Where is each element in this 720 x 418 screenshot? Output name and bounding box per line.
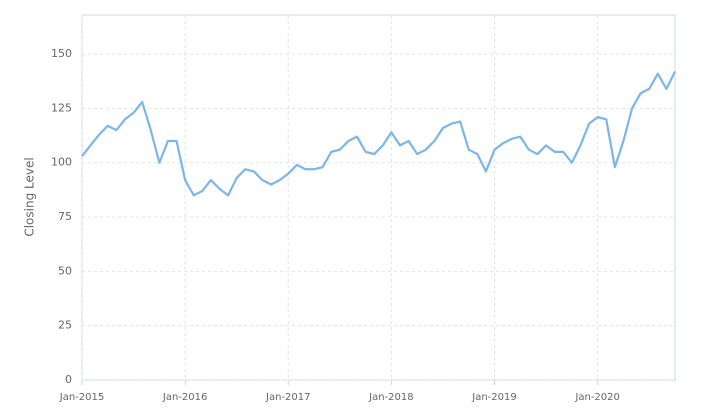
- x-tick-label: Jan-2018: [368, 392, 413, 403]
- y-tick-label: 150: [51, 47, 72, 60]
- y-tick-label: 25: [58, 319, 72, 332]
- x-tick-label: Jan-2019: [471, 392, 516, 403]
- y-tick-label: 100: [51, 156, 72, 169]
- y-tick-label: 125: [51, 101, 72, 114]
- x-tick-label: Jan-2016: [162, 392, 207, 403]
- line-series: [81, 71, 676, 197]
- y-tick-label: 50: [58, 264, 72, 277]
- y-tick-label: 75: [58, 210, 72, 223]
- y-tick-label: 0: [65, 373, 72, 386]
- x-tick-label: Jan-2015: [59, 392, 104, 403]
- x-tick-label: Jan-2020: [574, 392, 619, 403]
- x-tick-label: Jan-2017: [265, 392, 310, 403]
- y-axis-label: Closing Level: [23, 157, 37, 236]
